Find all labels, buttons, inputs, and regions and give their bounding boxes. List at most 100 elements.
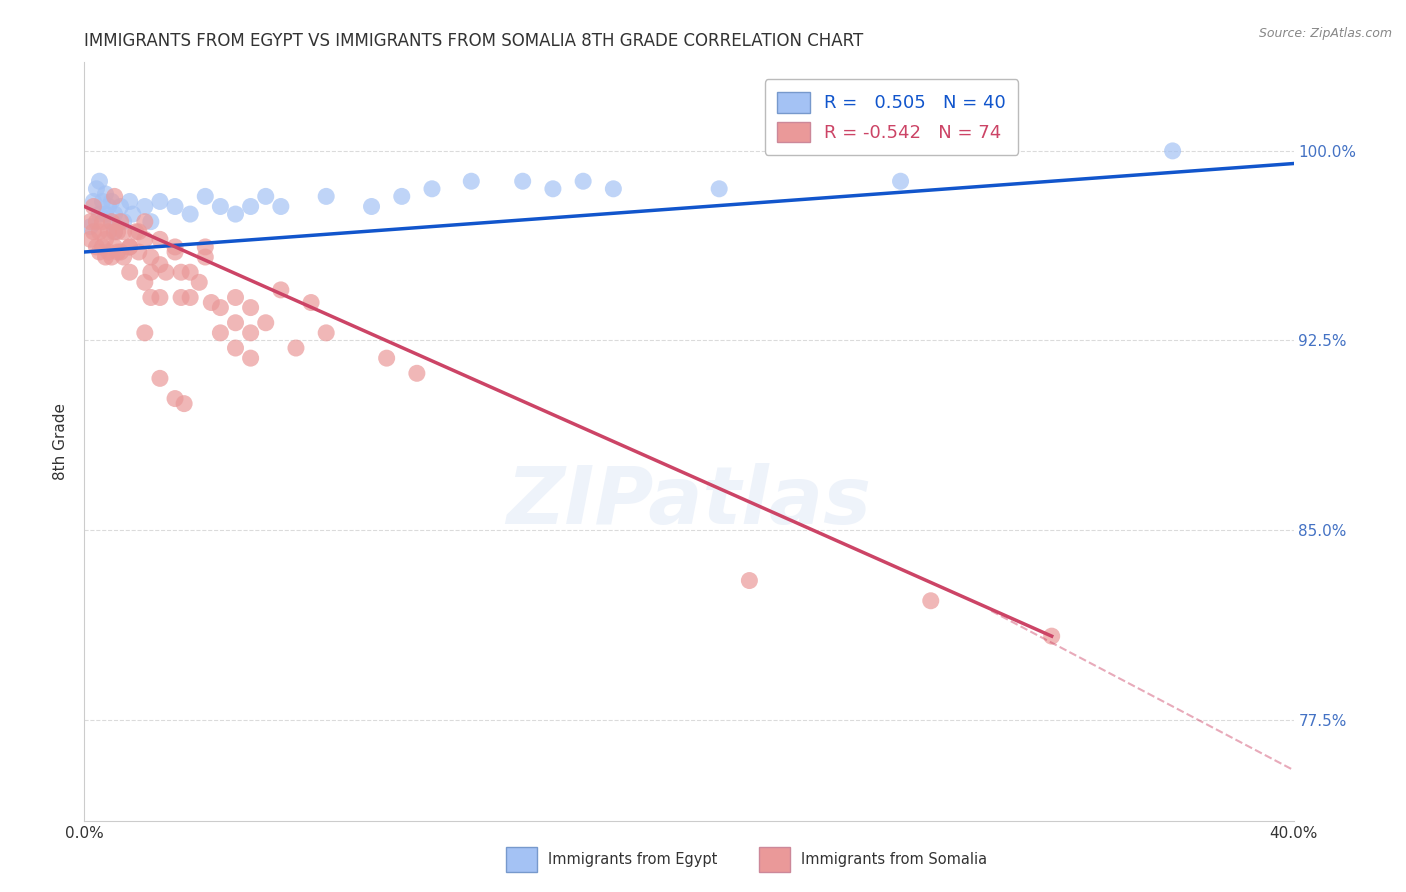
Point (270, 283, 292, 297)
Point (391, 189, 413, 203)
Point (128, 244, 150, 259)
Point (225, 341, 247, 355)
Point (97, 244, 120, 259)
Point (91, 240, 114, 254)
Point (179, 290, 201, 304)
Point (107, 244, 129, 259)
Point (112, 250, 135, 264)
Point (134, 232, 156, 246)
Point (82, 194, 104, 209)
Point (225, 316, 247, 330)
Point (179, 265, 201, 279)
Point (239, 351, 262, 365)
Point (139, 214, 162, 228)
Point (209, 199, 232, 213)
Text: Immigrants from Egypt: Immigrants from Egypt (548, 853, 717, 867)
Point (254, 189, 277, 203)
Point (149, 232, 172, 246)
Point (94, 207, 117, 221)
Point (89, 174, 111, 188)
Point (82, 225, 104, 239)
Point (920, 594, 942, 608)
Point (134, 326, 156, 340)
Point (149, 290, 172, 304)
Point (165, 240, 187, 254)
Point (225, 207, 247, 221)
Point (134, 199, 156, 213)
Point (1161, 144, 1184, 158)
Point (209, 301, 232, 315)
Point (165, 392, 187, 406)
Point (194, 240, 217, 254)
Point (79, 214, 101, 228)
Y-axis label: 8th Grade: 8th Grade (53, 403, 69, 480)
Point (82, 199, 104, 213)
Text: Immigrants from Somalia: Immigrants from Somalia (801, 853, 987, 867)
Text: IMMIGRANTS FROM EGYPT VS IMMIGRANTS FROM SOMALIA 8TH GRADE CORRELATION CHART: IMMIGRANTS FROM EGYPT VS IMMIGRANTS FROM… (84, 32, 863, 50)
Point (118, 265, 141, 279)
Point (194, 250, 217, 264)
Point (572, 174, 595, 188)
Point (118, 240, 141, 254)
Point (541, 182, 564, 196)
Point (104, 189, 127, 203)
Point (239, 301, 262, 315)
Point (149, 371, 172, 385)
Point (165, 199, 187, 213)
Point (179, 207, 201, 221)
Point (110, 244, 132, 259)
Point (738, 574, 761, 588)
Point (239, 326, 262, 340)
Point (299, 295, 322, 310)
Point (209, 326, 232, 340)
Point (94, 232, 117, 246)
Point (104, 207, 127, 221)
Point (460, 174, 482, 188)
Point (94, 250, 117, 264)
Point (188, 275, 211, 289)
Point (86, 240, 108, 254)
Point (285, 341, 308, 355)
Point (170, 265, 193, 279)
Point (225, 290, 247, 304)
Point (89, 225, 111, 239)
Point (125, 225, 148, 239)
Point (79, 219, 101, 234)
Point (170, 290, 193, 304)
Point (128, 225, 150, 239)
Point (149, 258, 172, 272)
Point (200, 295, 222, 310)
Point (100, 250, 122, 264)
Point (97, 225, 120, 239)
Point (134, 214, 156, 228)
Point (89, 207, 111, 221)
Point (79, 232, 101, 246)
Point (315, 189, 337, 203)
Point (139, 250, 162, 264)
Point (254, 316, 277, 330)
Point (239, 199, 262, 213)
Point (91, 214, 114, 228)
Point (100, 214, 122, 228)
Point (270, 199, 292, 213)
Point (86, 182, 108, 196)
Point (890, 174, 912, 188)
Point (121, 207, 143, 221)
Point (315, 326, 337, 340)
Point (194, 189, 217, 203)
Point (173, 396, 195, 410)
Point (104, 240, 127, 254)
Point (100, 214, 122, 228)
Point (110, 199, 132, 213)
Point (360, 199, 382, 213)
Point (149, 194, 172, 209)
Point (112, 225, 135, 239)
Point (112, 214, 135, 228)
Point (104, 225, 127, 239)
Point (91, 194, 114, 209)
Point (709, 182, 731, 196)
Point (602, 182, 624, 196)
Point (165, 244, 187, 259)
Text: Source: ZipAtlas.com: Source: ZipAtlas.com (1258, 27, 1392, 40)
Text: ZIPatlas: ZIPatlas (506, 463, 872, 541)
